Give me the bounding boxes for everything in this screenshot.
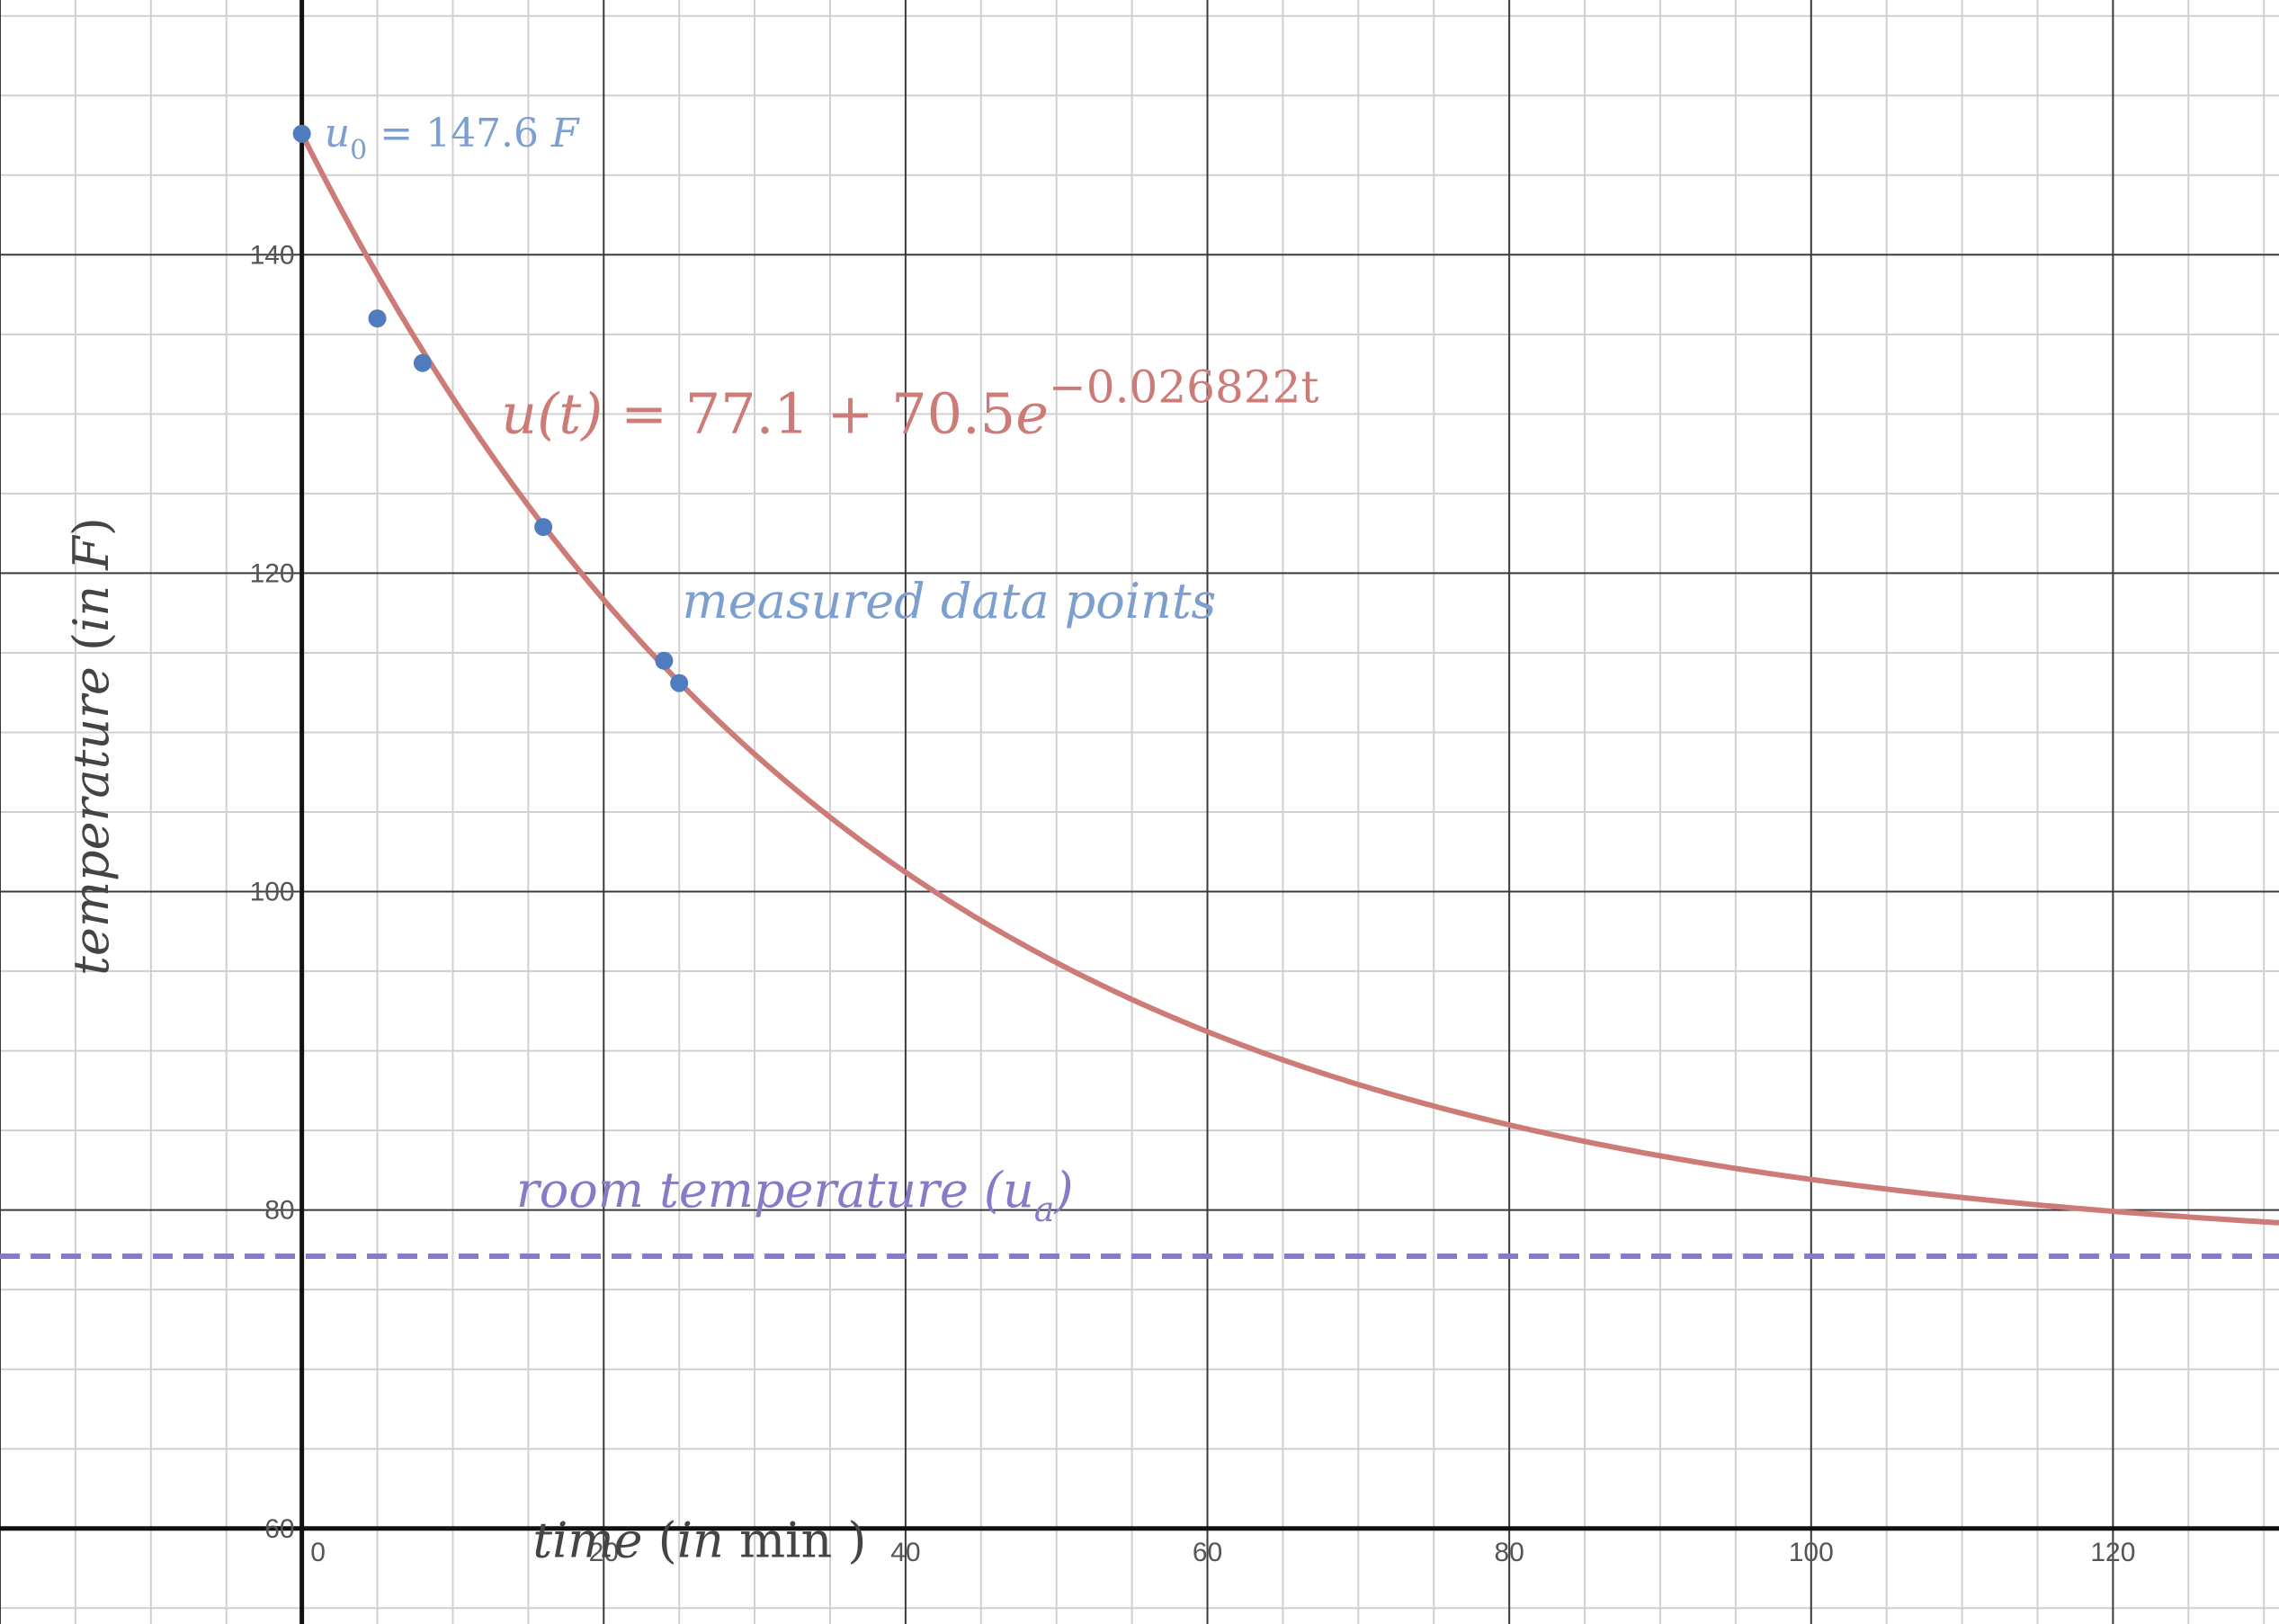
room-temperature-label: room temperature (ua) <box>516 1162 1074 1229</box>
x-tick-label: 0 <box>310 1538 326 1567</box>
x-tick-label: 120 <box>2090 1538 2135 1567</box>
y-tick-label: 60 <box>264 1514 294 1544</box>
initial-value-label: u0 = 147.6 F <box>325 111 580 166</box>
x-axis-title-in: in <box>677 1512 724 1569</box>
equation-lhs: u(t) <box>501 381 603 447</box>
y-axis-title: temperature (in F) <box>63 517 120 976</box>
x-axis-title-unit: min <box>724 1512 832 1569</box>
data-point <box>292 124 311 143</box>
y-tick-label: 120 <box>250 558 295 588</box>
equation-label: u(t) = 77.1 + 70.5e−0.026822t <box>501 361 1318 447</box>
room-temperature-close: ) <box>1053 1162 1073 1218</box>
room-temperature-text: room temperature (u <box>516 1162 1034 1218</box>
x-tick-label: 80 <box>1494 1538 1524 1567</box>
series-layer <box>0 124 2279 1259</box>
x-tick-label: 60 <box>1193 1538 1222 1567</box>
initial-value-subscript: 0 <box>350 135 367 166</box>
room-temperature-subscript: a <box>1034 1190 1055 1229</box>
data-point <box>670 674 689 692</box>
y-tick-label: 140 <box>250 240 295 270</box>
y-tick-label: 100 <box>250 878 295 907</box>
tick-labels: 0 20 40 60 80 100 120 60 80 100 120 140 <box>250 240 2136 1566</box>
initial-value-rest: = 147.6 <box>367 111 551 156</box>
y-axis-title-unit: F <box>63 534 120 585</box>
data-point <box>413 353 432 372</box>
x-axis-title-var: time <box>532 1512 642 1569</box>
initial-value-var: u <box>325 111 350 156</box>
y-axis-title-in: in <box>63 585 120 632</box>
x-tick-label: 40 <box>890 1538 920 1567</box>
measured-data-label: measured data points <box>683 573 1217 629</box>
equation-exponent: −0.026822t <box>1049 361 1319 414</box>
x-axis-title: time (in min ) <box>532 1512 866 1569</box>
cooling-curve <box>299 132 2279 1226</box>
y-tick-label: 80 <box>264 1196 294 1226</box>
x-tick-label: 20 <box>589 1538 619 1567</box>
data-point <box>368 309 387 328</box>
y-axis-title-var: temperature <box>63 666 120 976</box>
equation-middle: = 77.1 + 70.5 <box>603 381 1015 447</box>
y-axis-title-close: ) <box>63 517 120 536</box>
x-axis-title-close: ) <box>832 1512 866 1569</box>
data-point <box>655 651 674 670</box>
y-axis-title-open: ( <box>63 632 120 666</box>
data-point <box>534 518 553 537</box>
initial-value-unit: F <box>550 111 580 156</box>
x-axis-title-open: ( <box>643 1512 677 1569</box>
x-tick-label: 100 <box>1789 1538 1834 1567</box>
equation-e: e <box>1015 381 1049 447</box>
